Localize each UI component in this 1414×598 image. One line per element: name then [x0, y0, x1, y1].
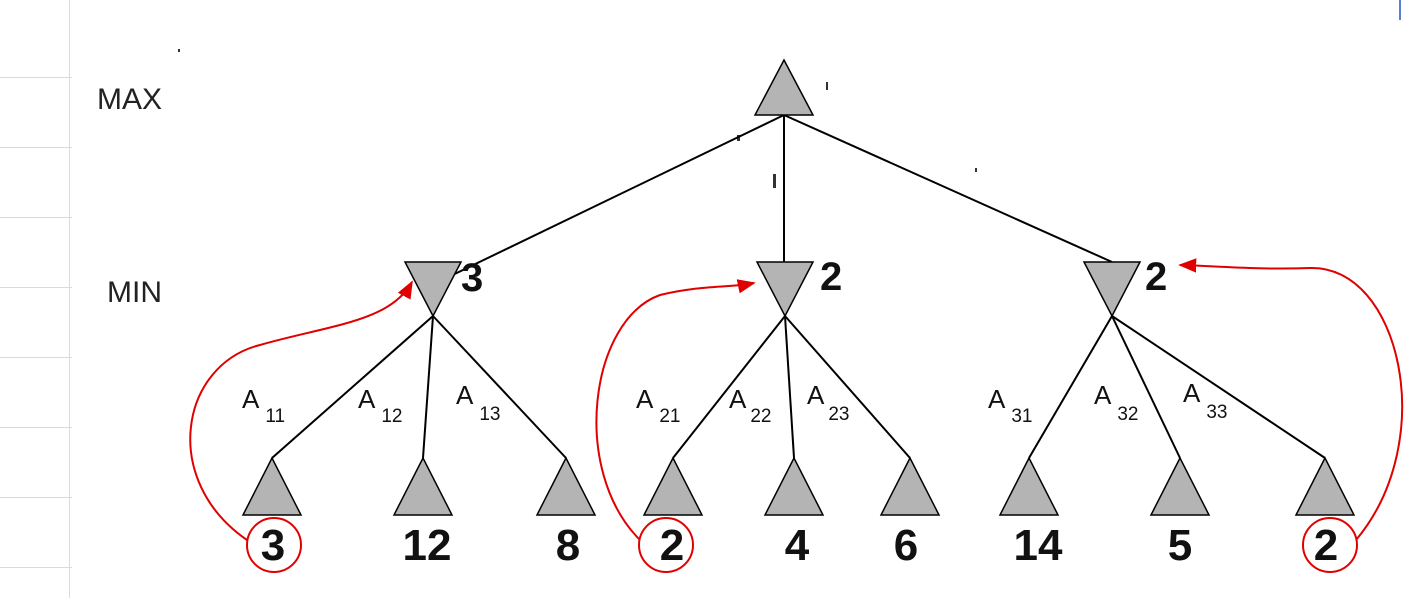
leaf-value-5: 4	[785, 521, 810, 570]
leaf-value-4: 2	[660, 521, 684, 570]
edge-label-a32: A32	[1094, 380, 1138, 425]
highlight-circle-leaf-1	[246, 517, 302, 573]
max-level-label: MAX	[97, 83, 162, 116]
edge-a22	[784, 315, 795, 459]
edge-a23	[784, 315, 911, 459]
edge-a21	[672, 315, 786, 459]
leaf-value-7: 14	[1014, 521, 1063, 570]
leaf-value-8: 5	[1168, 521, 1192, 570]
leaf-node-2	[392, 456, 454, 516]
leaf-value-9: 2	[1314, 521, 1338, 570]
min-value-1: 3	[461, 256, 483, 300]
min-level-label: MIN	[107, 276, 162, 309]
speck	[975, 168, 977, 172]
leaf-node-9	[1294, 456, 1356, 516]
leaf-node-4	[642, 456, 704, 516]
highlight-circle-leaf-9	[1302, 517, 1358, 573]
edge-label-a23: A23	[807, 380, 849, 425]
edge-label-a13: A13	[456, 380, 500, 425]
min-node-2	[755, 261, 815, 318]
edge-label-a33: A33	[1183, 378, 1227, 423]
highlight-circle-leaf-4	[638, 517, 694, 573]
speck	[178, 49, 180, 52]
edge-label-a11: A11	[242, 384, 285, 427]
speck	[773, 174, 776, 188]
propagation-arrow-1	[189, 280, 413, 541]
edge-a32	[1111, 315, 1181, 459]
leaf-node-7	[998, 456, 1060, 516]
edge-label-a22: A22	[729, 384, 771, 427]
min-value-2: 2	[820, 255, 842, 299]
min-value-3: 2	[1145, 255, 1167, 299]
leaf-node-6	[879, 456, 941, 516]
max-root-node	[753, 58, 815, 116]
edge-a31	[1028, 315, 1113, 459]
leaf-value-6: 6	[894, 521, 918, 570]
edge-a13	[432, 315, 567, 459]
min-node-1	[403, 261, 463, 318]
edge-a33	[1111, 315, 1326, 459]
edge-label-a31: A31	[988, 384, 1032, 427]
propagation-arrow-3	[1178, 258, 1404, 541]
edge-label-a21: A21	[636, 384, 680, 427]
edge-root-min1	[435, 114, 785, 284]
edge-a11	[271, 315, 434, 459]
edge-root-min3	[783, 114, 1113, 263]
leaf-node-8	[1149, 456, 1211, 516]
edge-label-a12: A12	[358, 384, 402, 427]
leaf-node-3	[535, 456, 597, 516]
propagation-arrow-2	[595, 279, 756, 541]
leaf-node-5	[763, 456, 825, 516]
min-node-3	[1082, 261, 1142, 318]
leaf-value-3: 8	[556, 521, 580, 570]
leaf-value-1: 3	[261, 521, 285, 570]
speck	[826, 82, 828, 90]
leaf-value-2: 12	[403, 521, 452, 570]
leaf-node-1	[241, 456, 303, 516]
edge-a12	[422, 315, 434, 459]
